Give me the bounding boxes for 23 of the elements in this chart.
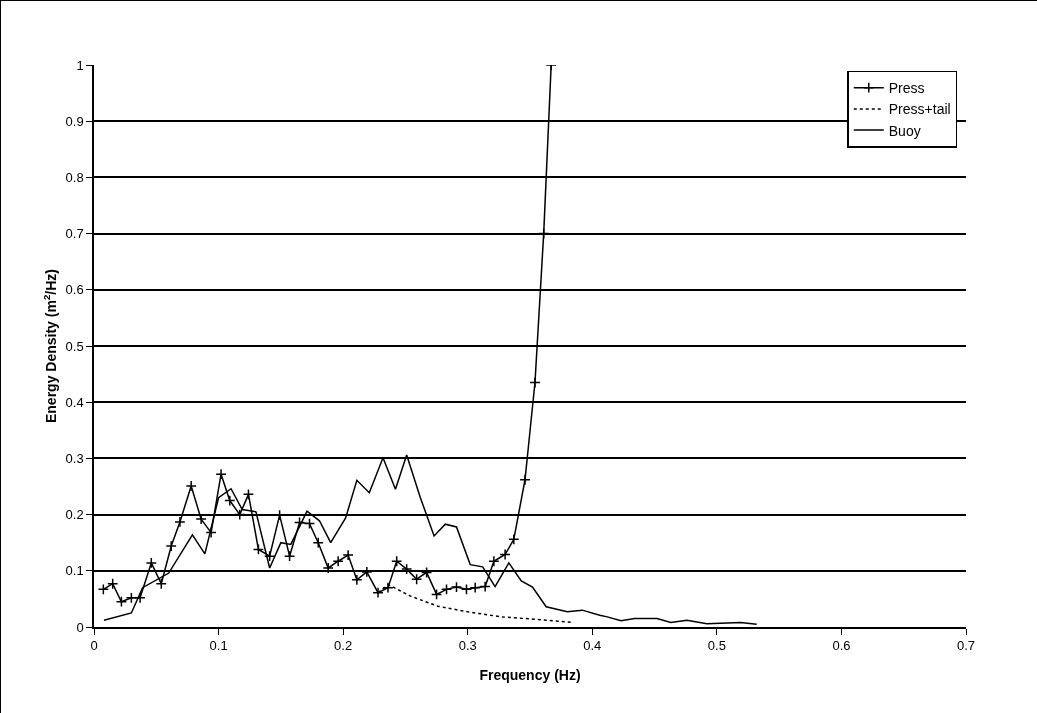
y-tick-label: 0.5 bbox=[65, 338, 84, 354]
y-tick-label: 0.2 bbox=[65, 507, 84, 523]
x-tick-label: 0.3 bbox=[458, 638, 477, 654]
x-axis-title: Frequency (Hz) bbox=[479, 666, 581, 683]
y-tick-label: 0.8 bbox=[65, 169, 84, 185]
y-tick-label: 0.1 bbox=[65, 563, 84, 579]
y-tick-label: 1 bbox=[76, 57, 84, 73]
x-tick-label: 0.1 bbox=[209, 638, 228, 654]
x-tick-label: 0.7 bbox=[956, 638, 976, 654]
y-tick-label: 0.4 bbox=[65, 394, 84, 410]
x-tick-label: 0.4 bbox=[583, 638, 602, 654]
x-tick-label: 0 bbox=[90, 638, 98, 654]
legend-label: Buoy bbox=[888, 122, 921, 139]
y-tick-label: 0.7 bbox=[65, 226, 84, 242]
y-tick-label: 0.9 bbox=[65, 113, 84, 129]
legend-label: Press+tail bbox=[888, 101, 951, 118]
y-tick-label: 0.6 bbox=[65, 282, 84, 298]
y-tick-label: 0.3 bbox=[65, 450, 84, 466]
x-tick-label: 0.2 bbox=[334, 638, 353, 654]
x-tick-label: 0.6 bbox=[832, 638, 851, 654]
legend-label: Press bbox=[888, 80, 925, 97]
y-tick-label: 0 bbox=[76, 619, 84, 635]
x-tick-label: 0.5 bbox=[707, 638, 726, 654]
